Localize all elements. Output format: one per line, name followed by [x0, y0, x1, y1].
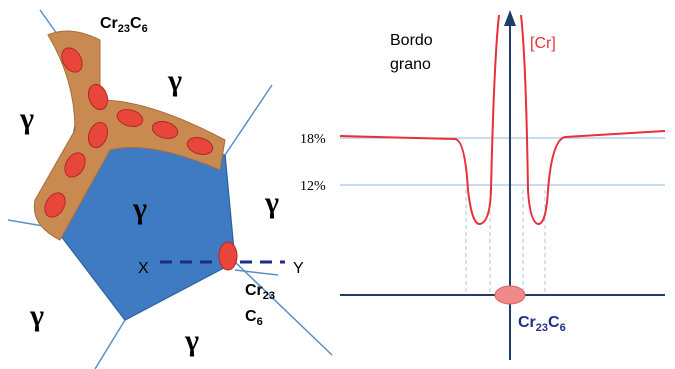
y-label: Y [293, 260, 304, 277]
levels [340, 138, 665, 185]
gamma: γ [19, 102, 34, 135]
profile-precipitate [495, 286, 525, 304]
level-label: 18% [300, 132, 326, 147]
level-label: 12% [300, 179, 326, 194]
gamma: γ [264, 186, 279, 219]
cr-profile [340, 15, 665, 224]
gamma: γ [132, 192, 147, 225]
gamma: γ [167, 64, 182, 97]
formula-top: Cr23C6 [100, 15, 148, 35]
formula-bottom: Cr23C6 [518, 314, 566, 334]
cr-label: [Cr] [530, 35, 556, 52]
gamma: γ [29, 299, 44, 332]
guides [466, 190, 545, 295]
x-label: X [138, 260, 149, 277]
gamma: γ [184, 324, 199, 357]
axis-arrow [504, 10, 516, 26]
diagram: Cr23C6 γ γ γ γ γ γ X Y Cr23C6 Bordograno… [0, 0, 675, 369]
boundary-precipitate [219, 242, 237, 270]
